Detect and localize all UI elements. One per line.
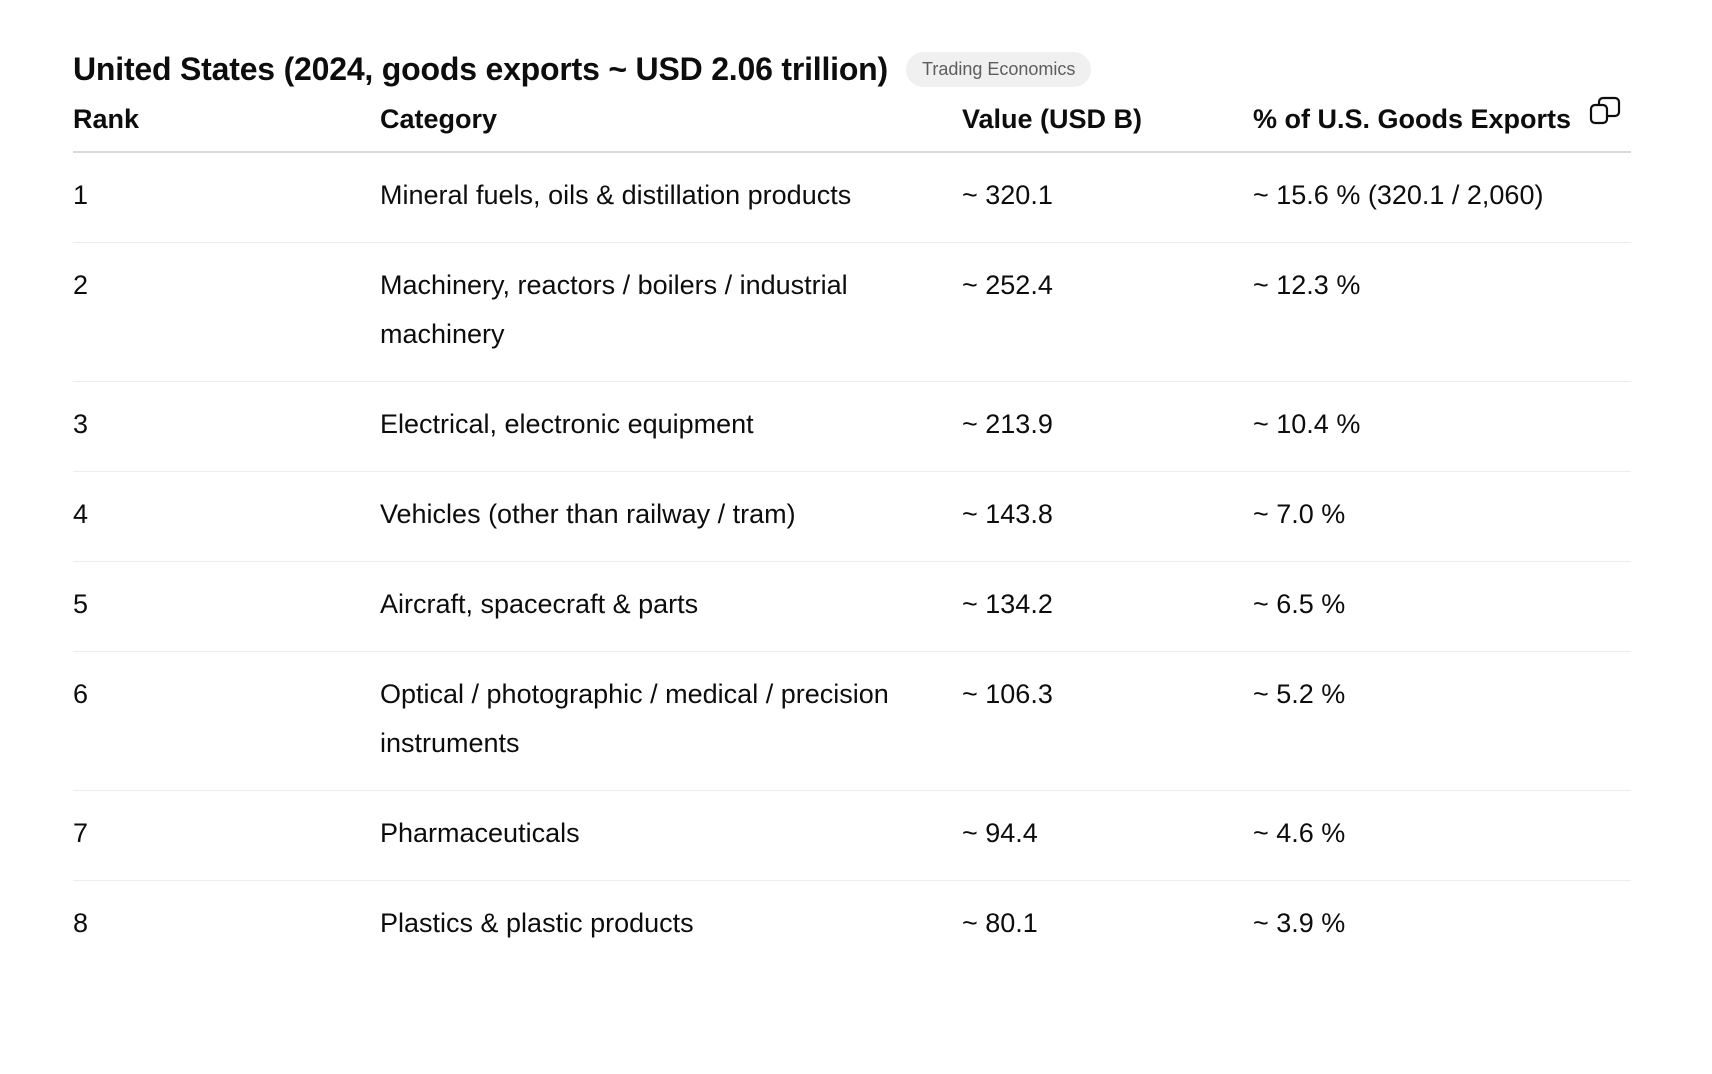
cell-category: Optical / photographic / medical / preci…	[380, 651, 962, 791]
header-value: Value (USD B)	[962, 104, 1253, 153]
cell-value: ~ 134.2	[962, 561, 1253, 652]
table-body: 1 Mineral fuels, oils & distillation pro…	[73, 152, 1631, 970]
table-row: 8 Plastics & plastic products ~ 80.1 ~ 3…	[73, 881, 1631, 971]
cell-percent: ~ 3.9 %	[1253, 908, 1346, 938]
cell-category: Aircraft, spacecraft & parts	[380, 561, 962, 652]
title-row: United States (2024, goods exports ~ USD…	[73, 44, 1631, 94]
cell-value: ~ 94.4	[962, 790, 1253, 881]
table-row: 6 Optical / photographic / medical / pre…	[73, 651, 1631, 791]
table-row: 1 Mineral fuels, oils & distillation pro…	[73, 152, 1631, 243]
cell-percent: ~ 7.0 %	[1253, 471, 1631, 562]
cell-category: Pharmaceuticals	[380, 790, 962, 881]
table-row: 3 Electrical, electronic equipment ~ 213…	[73, 381, 1631, 472]
cell-percent: ~ 15.6 % (320.1 / 2,060)	[1253, 152, 1631, 243]
cell-percent: ~ 12.3 %	[1253, 242, 1631, 382]
cell-rank: 3	[73, 381, 380, 472]
cell-rank: 8	[73, 908, 89, 938]
export-table-section: United States (2024, goods exports ~ USD…	[73, 44, 1631, 970]
copy-icon[interactable]	[1588, 94, 1622, 128]
cell-rank: 1	[73, 152, 380, 243]
cell-rank: 7	[73, 790, 380, 881]
header-percent: % of U.S. Goods Exports	[1253, 96, 1631, 153]
header-rank: Rank	[73, 104, 380, 153]
header-percent-label: % of U.S. Goods Exports	[1253, 104, 1572, 134]
cell-value: ~ 252.4	[962, 242, 1253, 382]
cell-percent: ~ 10.4 %	[1253, 381, 1631, 472]
cell-category: Plastics & plastic products	[380, 908, 694, 938]
cell-percent: ~ 6.5 %	[1253, 561, 1631, 652]
cell-rank: 2	[73, 242, 380, 382]
cell-value: ~ 106.3	[962, 651, 1253, 791]
cell-value: ~ 213.9	[962, 381, 1253, 472]
cell-percent: ~ 5.2 %	[1253, 651, 1631, 791]
table-header-row: Rank Category Value (USD B) % of U.S. Go…	[73, 96, 1631, 153]
table-title: United States (2024, goods exports ~ USD…	[73, 50, 888, 87]
exports-table: Rank Category Value (USD B) % of U.S. Go…	[73, 96, 1631, 970]
cell-category: Mineral fuels, oils & distillation produ…	[380, 152, 962, 243]
cell-category: Machinery, reactors / boilers / industri…	[380, 242, 962, 382]
table-row: 4 Vehicles (other than railway / tram) ~…	[73, 471, 1631, 562]
cell-category: Electrical, electronic equipment	[380, 381, 962, 472]
cell-percent: ~ 4.6 %	[1253, 790, 1631, 881]
cell-rank: 5	[73, 561, 380, 652]
cell-category: Vehicles (other than railway / tram)	[380, 471, 962, 562]
header-category: Category	[380, 104, 962, 153]
table-row: 2 Machinery, reactors / boilers / indust…	[73, 242, 1631, 382]
cell-rank: 6	[73, 651, 380, 791]
table-row: 7 Pharmaceuticals ~ 94.4 ~ 4.6 %	[73, 790, 1631, 881]
cell-value: ~ 143.8	[962, 471, 1253, 562]
source-badge[interactable]: Trading Economics	[906, 51, 1092, 87]
cell-rank: 4	[73, 471, 380, 562]
cell-value: ~ 80.1	[962, 908, 1038, 938]
cell-value: ~ 320.1	[962, 152, 1253, 243]
table-row: 5 Aircraft, spacecraft & parts ~ 134.2 ~…	[73, 561, 1631, 652]
